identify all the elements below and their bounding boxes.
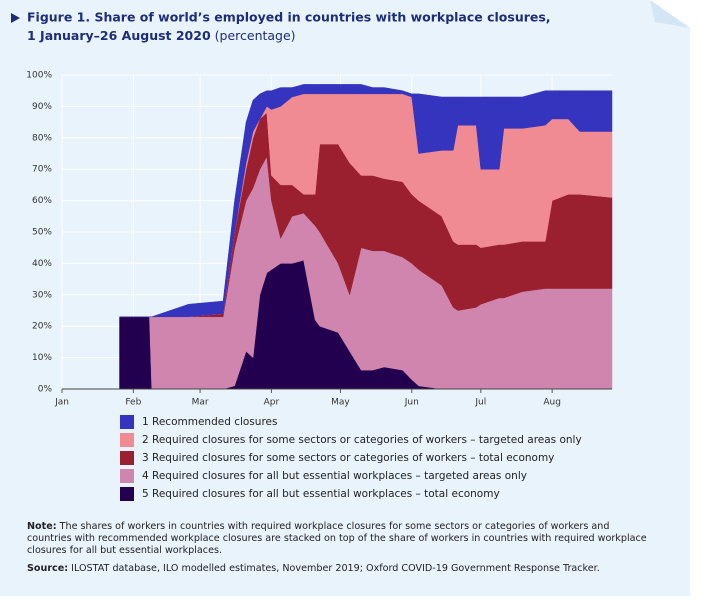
x-tick-label: Mar [192,398,209,408]
corner-fold [650,0,690,28]
legend-swatch [120,487,134,501]
plot: 0% 10% 20% 30% 40% 50% 60% 70% 80% 90% 100% Jan Feb M… [26,71,613,501]
area [119,84,613,318]
legend-swatch [120,433,134,447]
x-tick-label: Feb [125,398,141,408]
legend-label: 1 Recommended closures [142,416,277,428]
y-tick-label: 90% [32,102,52,112]
notes: Note: The shares of workers in countries… [27,521,657,581]
y-tick-label: 0% [38,385,53,395]
x-tick-label: Apr [264,398,280,408]
x-tick-label: Jan [54,398,69,408]
y-tick-label: 40% [32,259,52,269]
y-tick-label: 30% [32,290,52,300]
chart-title: 1 January–26 August 2020 (percentage) [27,28,296,43]
y-tick-label: 20% [32,322,52,332]
legend-label: 4 Required closures for all but essentia… [142,470,527,482]
x-tick-label: May [331,398,350,408]
chart-title: Figure 1. Share of world’s employed in c… [27,10,551,25]
areas [119,84,613,390]
y-tick-label: 100% [26,71,52,81]
legend-swatch [120,451,134,465]
x-tick-label: Jul [474,398,486,408]
title-marker [11,13,20,23]
y-tick-label: 10% [32,353,52,363]
y-tick-label: 60% [32,196,52,206]
y-tick-label: 70% [32,165,52,175]
note: Note: The shares of workers in countries… [27,521,657,557]
legend-label: 5 Required closures for all but essentia… [142,488,500,500]
note-text: The shares of workers in countries with … [27,521,647,556]
y-tick-label: 80% [32,133,52,143]
axes: 0% 10% 20% 30% 40% 50% 60% 70% 80% 90% 100% Jan Feb M… [26,71,612,408]
source-text: ILOSTAT database, ILO modelled estimates… [71,563,600,574]
chart-title-line: 1 January–26 August 2020 [27,28,211,43]
x-tick-label: Aug [543,398,561,408]
x-tick-label: Jun [404,398,419,408]
source: Source: ILOSTAT database, ILO modelled e… [27,563,657,575]
legend-swatch [120,415,134,429]
legend-swatch [120,469,134,483]
legend-label: 2 Required closures for some sectors or … [142,434,582,446]
note-label: Note: [27,521,57,532]
source-label: Source: [27,563,69,574]
y-tick-label: 50% [32,228,52,238]
legend-label: 3 Required closures for some sectors or … [142,452,554,464]
chart-subtitle: (percentage) [215,28,296,43]
